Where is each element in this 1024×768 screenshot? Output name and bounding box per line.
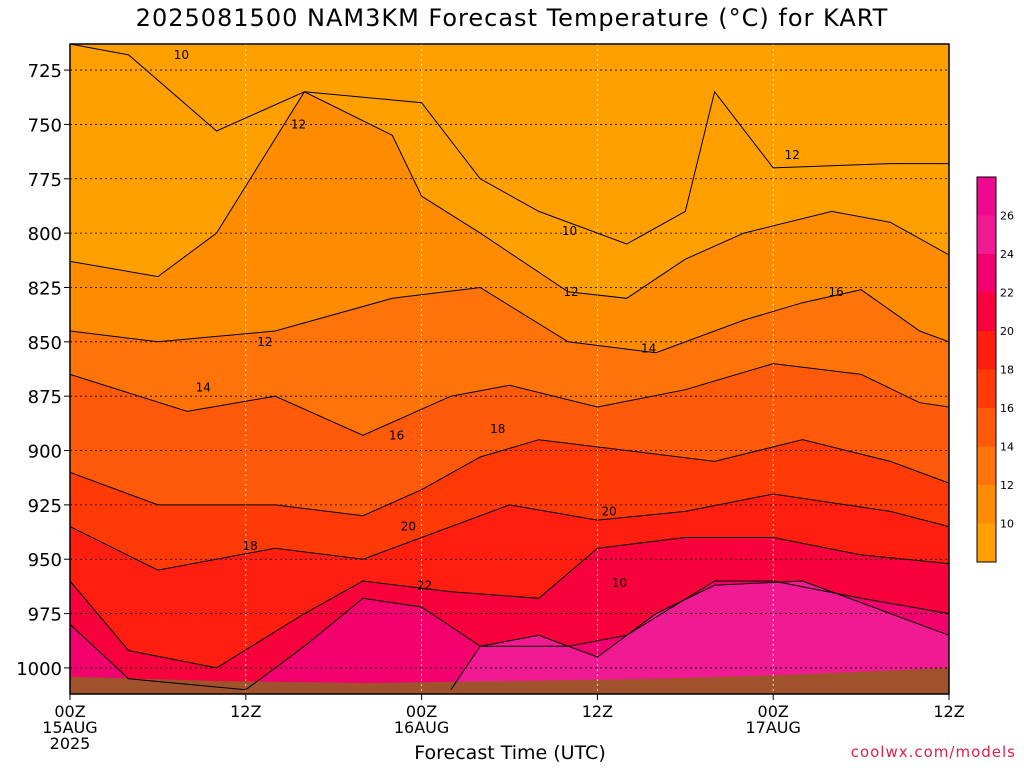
x-tick-label: 12Z [933,702,964,721]
colorbar-swatch [977,331,996,370]
colorbar-swatch [977,292,996,331]
y-tick-label: 750 [28,115,62,136]
contour-line [69,91,950,299]
temperature-bands [70,44,949,695]
y-tick-label: 975 [28,605,62,626]
band-24-26 [450,581,949,690]
chart-title: 2025081500 NAM3KM Forecast Temperature (… [135,4,889,32]
contour-label: 18 [490,422,505,436]
contour-label: 12 [291,117,306,131]
colorbar-label: 24 [1000,248,1014,261]
colorbar-label: 12 [1000,479,1014,492]
colorbar-swatch [977,369,996,408]
y-tick-label: 825 [28,278,62,299]
x-tick-label: 12Z [582,702,613,721]
contour-line [69,43,949,245]
contour-label: 12 [257,335,272,349]
colorbar-frame [976,176,997,563]
x-tick-label: 15AUG [42,718,97,737]
x-tick-label: 12Z [230,702,261,721]
colorbar-label: 18 [1000,364,1014,377]
contour-label: 14 [641,341,656,355]
x-tick-label: 00Z [406,702,437,721]
contour-labels: 10 10 10 12 12 12 12 14 14 16 16 18 18 20 20 22 [174,48,844,592]
colorbar-label: 20 [1000,325,1014,338]
contour-line [69,493,950,571]
contour-label: 16 [829,285,844,299]
contour-line [69,439,950,517]
contour-line [69,537,950,669]
colorbar-swatch [977,485,996,524]
x-tick-label: 00Z [758,702,789,721]
contour-label: 22 [417,578,432,592]
colorbar-swatch [977,254,996,293]
colorbar-label: 22 [1000,287,1014,300]
colorbar-label: 16 [1000,402,1014,415]
x-tick-label: 16AUG [394,718,449,737]
y-tick-label: 800 [28,224,62,245]
contour-label: 10 [562,224,577,238]
colorbar-swatch [977,215,996,254]
contour-label: 18 [243,539,258,553]
x-tick-label: 00Z [54,702,85,721]
colorbar: 10 12 14 16 18 20 22 24 26 [976,176,1014,563]
y-tick-label: 950 [28,550,62,571]
contour-label: 12 [563,285,578,299]
contour-lines [69,43,950,691]
contour-label: 20 [401,520,416,534]
y-axis: 725 750 775 800 825 850 875 900 925 950 975 1000 [16,61,70,680]
colorbar-label: 14 [1000,441,1014,454]
y-tick-label: 775 [28,170,62,191]
contour-line [69,363,950,436]
colorbar-swatch [977,446,996,485]
contour-label: 10 [612,576,627,590]
x-tick-label: 17AUG [745,718,800,737]
colorbar-swatch [977,177,996,216]
y-tick-label: 725 [28,61,62,82]
colorbar-label: 10 [1000,518,1014,531]
x-tick-label: 2025 [50,734,91,753]
colorbar-swatch [977,523,996,562]
colorbar-label: 26 [1000,210,1014,223]
contour-label: 10 [174,48,189,62]
y-tick-label: 900 [28,442,62,463]
plot-frame [69,43,950,695]
y-tick-label: 875 [28,387,62,408]
x-axis-label: Forecast Time (UTC) [414,742,606,764]
y-tick-label: 850 [28,333,62,354]
credit-link[interactable]: coolwx.com/models [850,743,1016,761]
surface-terrain [70,667,949,694]
y-tick-label: 925 [28,496,62,517]
contour-line [69,286,950,354]
contour-label: 14 [196,380,211,394]
contour-label: 16 [389,428,404,442]
colorbar-swatch [977,408,996,447]
y-tick-label: 1000 [16,659,62,680]
contour-label: 12 [785,148,800,162]
contour-label: 20 [601,504,616,518]
contour-line [450,580,950,690]
